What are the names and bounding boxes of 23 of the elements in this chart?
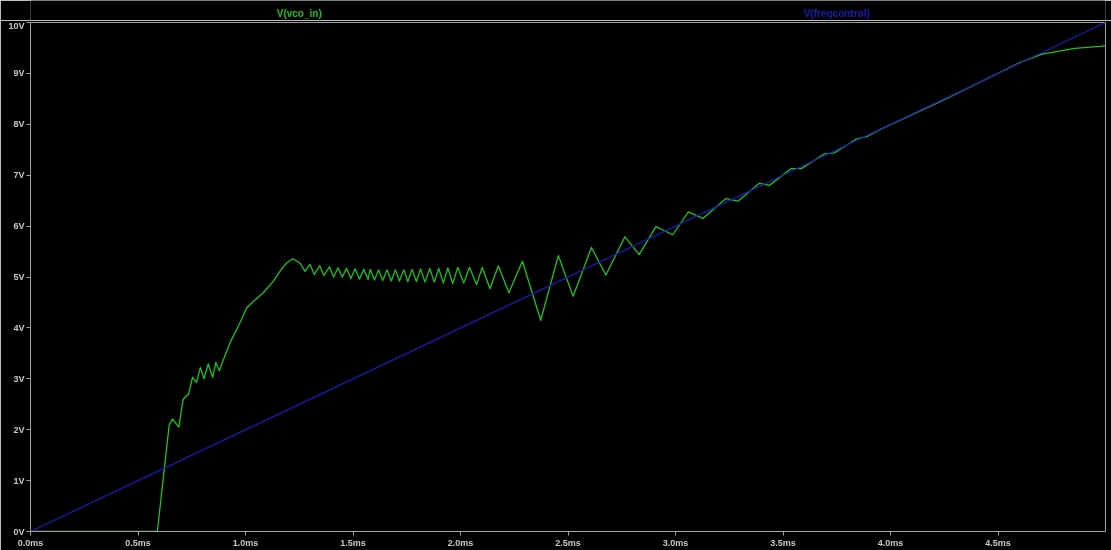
x-tick-label: 0.5ms — [125, 537, 151, 548]
x-tick-label: 4.0ms — [877, 537, 904, 548]
y-tick-label: 0V — [13, 526, 25, 537]
text: V(vco_in) — [276, 7, 322, 19]
y-tick-label: 5V — [13, 272, 25, 282]
y-tick-label: 7V — [13, 170, 25, 181]
y-tick-label: 3V — [13, 373, 25, 384]
x-tick-label: 3.0ms — [662, 537, 689, 548]
x-tick-label: 2.0ms — [447, 537, 474, 548]
y-tick-label: 4V — [13, 322, 25, 333]
y-tick-label: 6V — [13, 221, 25, 232]
x-tick-label: 1.5ms — [340, 537, 366, 548]
y-tick-label: 10V — [8, 20, 25, 31]
y-tick-label: 2V — [13, 424, 25, 435]
x-tick-label: 1.0ms — [232, 537, 259, 548]
x-tick-label: 0.0ms — [17, 537, 44, 548]
y-tick-label: 8V — [13, 119, 25, 130]
x-tick-label: 2.5ms — [555, 537, 581, 548]
y-tick-label: 1V — [13, 475, 25, 486]
x-tick-label: 4.5ms — [985, 537, 1011, 548]
y-tick-label: 9V — [13, 68, 25, 79]
x-tick-label: 3.5ms — [770, 537, 796, 548]
text: V(freqcontrol) — [803, 7, 870, 19]
